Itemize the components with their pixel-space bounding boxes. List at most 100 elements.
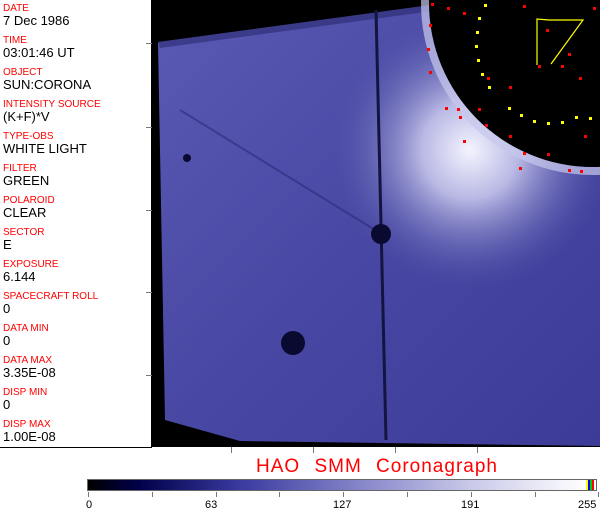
grid-marker <box>538 65 541 68</box>
field-value: 0 <box>3 301 11 316</box>
grid-marker <box>519 167 522 170</box>
field-type-obs: TYPE-OBS WHITE LIGHT <box>3 131 87 156</box>
field-label: INTENSITY SOURCE <box>3 99 101 110</box>
grid-marker <box>509 135 512 138</box>
field-polaroid: POLAROID CLEAR <box>3 195 55 220</box>
field-label: DATA MIN <box>3 323 49 334</box>
axis-tick <box>146 210 152 211</box>
grid-marker <box>447 7 450 10</box>
field-label: OBJECT <box>3 67 43 78</box>
field-value: 6.144 <box>3 269 36 284</box>
grid-marker <box>477 59 480 62</box>
header-info-panel: DATE 7 Dec 1986 TIME 03:01:46 UT OBJECT SUN:C… <box>0 0 152 448</box>
grid-marker <box>533 120 536 123</box>
field-value: CLEAR <box>3 205 47 220</box>
colorbar-stripe <box>592 480 594 490</box>
colorbar-tick-label: 0 <box>86 499 93 511</box>
field-label: TYPE-OBS <box>3 131 54 142</box>
grid-marker <box>546 29 549 32</box>
grid-marker <box>547 153 550 156</box>
colorbar <box>87 479 597 491</box>
grid-marker <box>561 121 564 124</box>
field-value: E <box>3 237 12 252</box>
grid-marker <box>584 135 587 138</box>
grid-marker <box>579 77 582 80</box>
grid-marker <box>445 107 448 110</box>
fov-marker <box>536 18 585 65</box>
grid-marker <box>580 170 583 173</box>
grid-marker <box>463 12 466 15</box>
field-value: SUN:CORONA <box>3 77 92 92</box>
grid-marker <box>459 116 462 119</box>
axis-tick <box>477 447 478 453</box>
field-disp-min: DISP MIN 0 <box>3 387 47 412</box>
field-label: SECTOR <box>3 227 45 238</box>
field-label: SPACECRAFT ROLL <box>3 291 99 302</box>
field-value: GREEN <box>3 173 50 188</box>
colorbar-tick-label: 63 <box>205 499 218 511</box>
coronagraph-image-svg <box>146 0 600 447</box>
field-disp-max: DISP MAX 1.00E-08 <box>3 419 56 444</box>
colorbar-tick <box>598 492 600 497</box>
axis-tick <box>146 292 152 293</box>
grid-marker <box>561 65 564 68</box>
field-time: TIME 03:01:46 UT <box>3 35 75 60</box>
grid-marker <box>508 107 511 110</box>
field-intensity-source: INTENSITY SOURCE (K+F)*V <box>3 99 101 124</box>
grid-marker <box>523 152 526 155</box>
field-date: DATE 7 Dec 1986 <box>3 3 70 28</box>
dark-spot <box>371 224 391 244</box>
grid-marker <box>476 31 479 34</box>
grid-marker <box>478 17 481 20</box>
colorbar-tick-label: 127 <box>333 499 352 511</box>
field-label: EXPOSURE <box>3 259 59 270</box>
colorbar-stripe <box>586 480 588 490</box>
field-filter: FILTER GREEN <box>3 163 49 188</box>
grid-marker <box>568 169 571 172</box>
field-label: DATA MAX <box>3 355 53 366</box>
axis-tick <box>231 447 232 453</box>
grid-marker <box>463 140 466 143</box>
colorbar-tick-label: 255 <box>578 499 597 511</box>
axis-tick <box>313 447 314 453</box>
field-value: 0 <box>3 397 11 412</box>
grid-marker <box>589 117 592 120</box>
grid-marker <box>478 108 481 111</box>
colorbar-tick <box>534 492 536 497</box>
field-value: 0 <box>3 333 11 348</box>
colorbar-tick <box>151 492 153 497</box>
grid-marker <box>484 4 487 7</box>
grid-marker <box>593 7 596 10</box>
colorbar-tick <box>407 492 408 497</box>
coronagraph-image <box>146 0 600 447</box>
field-value: 3.35E-08 <box>3 365 56 380</box>
field-value: 03:01:46 UT <box>3 45 75 60</box>
field-value: 7 Dec 1986 <box>3 13 70 28</box>
field-exposure: EXPOSURE 6.144 <box>3 259 59 284</box>
field-label: DATE <box>3 3 29 14</box>
axis-tick <box>146 127 152 128</box>
grid-marker <box>509 86 512 89</box>
field-sector: SECTOR E <box>3 227 45 252</box>
colorbar-stripe <box>588 480 590 490</box>
axis-tick <box>146 43 152 44</box>
colorbar-tick <box>279 492 281 497</box>
field-label: FILTER <box>3 163 37 174</box>
grid-marker <box>475 45 478 48</box>
grid-marker <box>427 48 430 51</box>
grid-marker <box>488 86 491 89</box>
grid-marker <box>431 3 434 6</box>
colorbar-tick <box>88 492 89 497</box>
colorbar-tick <box>343 492 345 497</box>
axis-tick <box>395 447 396 453</box>
field-value: WHITE LIGHT <box>3 141 87 156</box>
field-label: DISP MAX <box>3 419 51 430</box>
colorbar-tick <box>470 492 472 497</box>
grid-marker <box>487 77 490 80</box>
axis-tick <box>146 375 152 376</box>
field-label: POLAROID <box>3 195 55 206</box>
grid-marker <box>520 114 523 117</box>
chart-title: HAO SMM Coronagraph <box>256 456 498 477</box>
field-value: 1.00E-08 <box>3 429 56 444</box>
field-data-max: DATA MAX 3.35E-08 <box>3 355 56 380</box>
